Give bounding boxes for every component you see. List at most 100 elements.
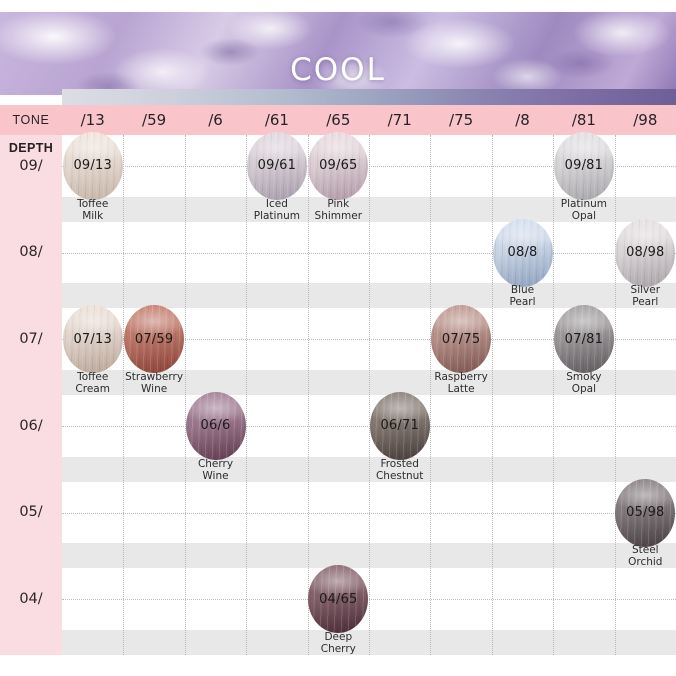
banner-title: COOL (290, 52, 386, 88)
swatch-name-07-59: Strawberry Wine (111, 371, 197, 395)
swatch-name-line1: Iced (265, 197, 288, 210)
swatch-name-07-75: Raspberry Latte (418, 371, 504, 395)
grid-hline (62, 252, 676, 254)
swatch-name-line2: Pearl (632, 296, 659, 309)
hair-strand-texture (308, 565, 369, 634)
swatch-name-line2: Shimmer (314, 209, 363, 222)
swatch-name-line1: Frosted (380, 457, 419, 470)
swatch-gloss (492, 218, 553, 287)
tone-header-13: /13 (80, 111, 105, 129)
grid-vline (123, 135, 125, 655)
color-swatch-07-75[interactable]: 07/75 (431, 305, 492, 374)
swatch-name-line2: Cherry (320, 643, 356, 655)
swatch-name-line2: Opal (571, 209, 597, 222)
grid-vline (369, 135, 370, 655)
depth-label-05: 05/ (19, 504, 43, 521)
swatch-gloss (553, 131, 614, 200)
tone-header-75: /75 (449, 111, 474, 129)
color-swatch-09-61[interactable]: 09/61 (246, 131, 307, 200)
color-swatch-08-8[interactable]: 08/8 (492, 218, 553, 287)
color-swatch-09-65[interactable]: 09/65 (308, 131, 369, 200)
depth-label-04: 04/ (19, 591, 43, 608)
swatch-name-line2: Wine (202, 469, 229, 482)
swatch-code: 07/81 (564, 331, 604, 347)
swatch-code: 04/65 (319, 591, 358, 607)
swatch-code: 06/6 (200, 418, 231, 434)
swatch-gloss (246, 131, 307, 200)
swatch-gloss (615, 478, 676, 547)
hair-strand-texture (62, 305, 123, 374)
swatch-name-07-81: Smoky Opal (541, 371, 627, 395)
swatch-code: 09/65 (319, 158, 358, 174)
color-swatch-07-81[interactable]: 07/81 (553, 305, 614, 374)
swatch-code: 07/59 (134, 331, 174, 347)
swatch-code: 06/71 (380, 418, 419, 434)
hair-strand-texture (431, 305, 492, 374)
color-swatch-08-98[interactable]: 08/98 (615, 218, 676, 287)
color-swatch-05-98[interactable]: 05/98 (615, 478, 676, 547)
tone-header-81: /81 (571, 111, 596, 129)
swatch-name-line2: Chestnut (375, 469, 424, 482)
swatch-name-line1: Smoky (566, 371, 602, 383)
grid-vline (307, 135, 309, 655)
swatch-name-line2: Opal (571, 383, 597, 395)
swatch-gloss (308, 131, 369, 200)
swatch-gloss (369, 391, 430, 460)
depth-header-label: DEPTH (8, 141, 54, 155)
tone-header-65: /65 (326, 111, 351, 129)
hair-strand-texture (553, 131, 614, 200)
depth-label-07: 07/ (19, 331, 43, 348)
swatch-name-line1: Pink (327, 197, 350, 210)
depth-label-08: 08/ (19, 244, 43, 261)
color-swatch-07-13[interactable]: 07/13 (62, 305, 123, 374)
swatch-gloss (615, 218, 676, 287)
grid-vline (614, 135, 616, 655)
swatch-name-line2: Milk (82, 209, 104, 222)
tone-header-row (0, 105, 676, 135)
grid-hline (62, 339, 676, 341)
color-swatch-06-6[interactable]: 06/6 (185, 391, 246, 460)
color-swatch-09-13[interactable]: 09/13 (62, 131, 123, 200)
hair-strand-texture (492, 218, 553, 287)
swatch-gloss (553, 305, 614, 374)
grid-vline (430, 135, 432, 655)
grid-hline (62, 425, 676, 427)
swatch-name-line2: Latte (447, 383, 475, 395)
swatch-name-08-98: Silver Pearl (602, 284, 676, 308)
swatch-name-line1: Cherry (197, 457, 234, 470)
grid-hline (62, 165, 676, 167)
hair-strand-texture (553, 305, 614, 374)
swatch-name-line2: Wine (141, 383, 168, 395)
color-swatch-07-59[interactable]: 07/59 (124, 305, 185, 374)
hair-strand-texture (308, 131, 369, 200)
grid-vline (491, 135, 493, 655)
swatch-code: 07/13 (73, 331, 112, 347)
tone-header-71: /71 (387, 111, 412, 129)
swatch-gloss (431, 305, 492, 374)
swatch-name-line1: Platinum (560, 197, 608, 210)
swatch-gloss (308, 565, 369, 634)
tone-header-8: /8 (515, 111, 530, 129)
tone-header-label: TONE (0, 105, 62, 135)
hair-strand-texture (369, 391, 430, 460)
swatch-gloss (124, 305, 185, 374)
swatch-name-05-98: Steel Orchid (602, 544, 676, 568)
swatch-name-07-13: Toffee Cream (50, 371, 136, 395)
swatch-name-line1: Toffee (77, 371, 109, 383)
tone-header-59: /59 (142, 111, 167, 129)
swatch-code: 05/98 (626, 505, 665, 520)
swatch-name-09-65: Pink Shimmer (295, 198, 381, 222)
hair-strand-texture (124, 305, 185, 374)
swatch-name-line2: Platinum (253, 209, 301, 222)
color-swatch-06-71[interactable]: 06/71 (369, 391, 430, 460)
depth-column (0, 135, 62, 655)
color-swatch-04-65[interactable]: 04/65 (308, 565, 369, 634)
tone-header-6: /6 (208, 111, 223, 129)
color-swatch-09-81[interactable]: 09/81 (553, 131, 614, 200)
depth-label-06: 06/ (19, 417, 43, 434)
swatch-name-line1: Toffee (77, 197, 109, 210)
swatch-name-line1: Strawberry (125, 371, 184, 383)
swatch-code: 08/98 (626, 245, 665, 260)
swatch-name-09-13: Toffee Milk (50, 198, 136, 222)
